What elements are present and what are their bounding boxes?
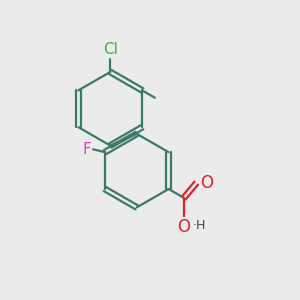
Text: Cl: Cl bbox=[103, 42, 118, 57]
Text: F: F bbox=[83, 142, 92, 157]
Text: O: O bbox=[177, 218, 190, 236]
Text: ·H: ·H bbox=[193, 219, 206, 232]
Text: O: O bbox=[200, 174, 213, 192]
